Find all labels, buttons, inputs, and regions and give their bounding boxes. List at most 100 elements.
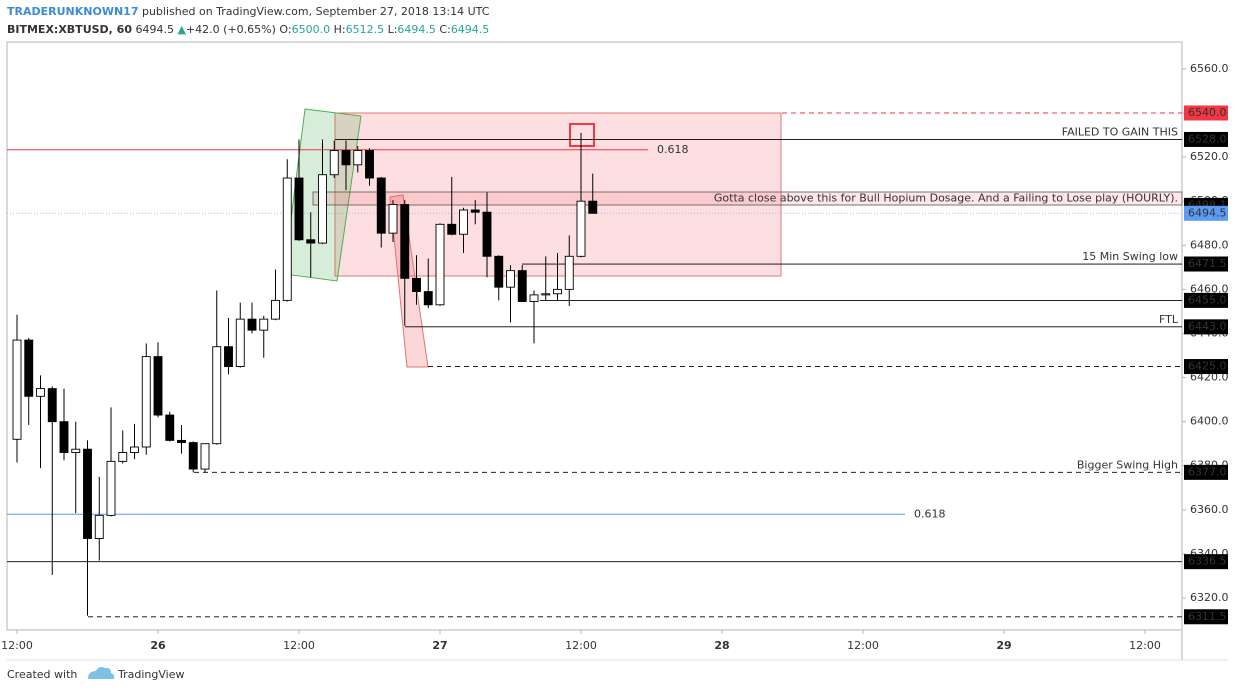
arrow: ▲ [178, 23, 187, 36]
fib-label: 0.618 [657, 143, 689, 156]
price-tag [1184, 131, 1228, 147]
candle-body [353, 150, 363, 166]
symbol: BITMEX:XBTUSD, 60 [7, 23, 132, 36]
candle-body [259, 318, 269, 331]
candle-body [412, 277, 421, 293]
candle-body [83, 448, 92, 539]
y-tick-label: 6520.0 [1190, 150, 1229, 163]
price-tag-label: 6471.5 [1188, 257, 1227, 270]
x-tick-label: 27 [432, 639, 447, 652]
h: 6512.5 [346, 23, 385, 36]
y-tick-label: 6400.0 [1190, 415, 1229, 428]
c-key: C: [439, 23, 450, 36]
price-tag [1184, 292, 1228, 308]
last: 6494.5 [136, 23, 175, 36]
o: 6500.0 [292, 23, 331, 36]
candle-body [212, 346, 222, 445]
candle-body [318, 174, 327, 244]
level-text: FAILED TO GAIN THIS [1062, 125, 1178, 138]
candle-body [341, 150, 351, 166]
x-tick-label: 12:00 [1129, 639, 1161, 652]
candle-body [365, 150, 374, 179]
o-key: O: [279, 23, 291, 36]
candle-body [235, 318, 245, 367]
candle-body [482, 211, 492, 257]
highlight-square [569, 123, 595, 147]
candle-body [165, 414, 175, 441]
price-tag [1184, 205, 1228, 221]
candle-body [447, 223, 457, 235]
footer-created: Created with [7, 668, 77, 681]
change: +42.0 (+0.65%) [186, 23, 276, 36]
level-text: Gotta close above this for Bull Hopium D… [714, 191, 1178, 204]
y-tick-label: 6460.0 [1190, 282, 1229, 295]
l: 6494.5 [397, 23, 436, 36]
header-line-2: BITMEX:XBTUSD, 60 6494.5 ▲+42.0 (+0.65%)… [7, 23, 489, 36]
candle-body [506, 270, 515, 288]
price-tag [1184, 256, 1228, 272]
price-tag [1184, 464, 1228, 480]
candle-body [541, 293, 551, 296]
x-tick-label: 12:00 [1, 639, 33, 652]
logo [88, 667, 115, 679]
l-key: L: [388, 23, 398, 36]
candle-body [200, 443, 210, 470]
candle-body [12, 339, 22, 440]
candle-body [388, 204, 398, 234]
candle-body [564, 255, 574, 290]
candle-body [188, 442, 198, 470]
price-tag-label: 6443.0 [1188, 320, 1227, 333]
candle-body [271, 299, 280, 320]
zone-rect [334, 112, 782, 277]
candle-body [47, 388, 57, 423]
price-tag [1184, 359, 1228, 375]
price-tag-label: 6494.5 [1188, 206, 1227, 219]
c: 6494.5 [451, 23, 490, 36]
candle-body [470, 209, 480, 213]
candle-body [106, 460, 116, 516]
x-tick-label: 26 [150, 639, 166, 652]
price-tag-label: 6425.0 [1188, 360, 1227, 373]
h-key: H: [334, 23, 346, 36]
candle-body [247, 318, 257, 331]
price-tag-label: 6311.5 [1188, 610, 1227, 623]
candle-body [36, 388, 45, 397]
candles [12, 132, 598, 616]
fib-label: 0.618 [914, 507, 946, 520]
x-tick-label: 12:00 [283, 639, 315, 652]
x-tick-label: 12:00 [847, 639, 879, 652]
candle-body [423, 291, 433, 306]
candle-body [306, 239, 316, 244]
author: TRADERUNKNOWN17 [7, 5, 138, 18]
close-box [312, 191, 1183, 206]
candle-body [329, 150, 339, 176]
candle-body [435, 223, 445, 306]
candle-body [118, 452, 128, 462]
candle-body [588, 200, 598, 214]
candle-body [459, 209, 468, 235]
y-tick-label: 6320.0 [1190, 591, 1229, 604]
candle-body [400, 204, 410, 279]
price-tag-label: 6528.0 [1188, 132, 1227, 145]
drawings [283, 108, 1183, 368]
candle-body [59, 421, 69, 453]
candle-body [130, 446, 139, 453]
candle-body [71, 448, 81, 453]
published: published on TradingView.com, September … [142, 5, 490, 18]
candle-body [376, 177, 386, 234]
y-tick-label: 6480.0 [1190, 238, 1229, 251]
candle-body [282, 177, 292, 301]
candle-body [24, 339, 34, 397]
candle-body [494, 255, 504, 288]
header-line-1: TRADERUNKNOWN17 published on TradingView… [7, 5, 490, 18]
price-tag [1184, 319, 1228, 335]
candle-body [141, 356, 151, 448]
level-text: 15 Min Swing low [1082, 250, 1178, 263]
level-text: Bigger Swing High [1077, 458, 1178, 471]
price-tag-label: 6336.5 [1188, 555, 1227, 568]
price-tag [1184, 554, 1228, 570]
candle-body [553, 288, 562, 295]
candle-body [94, 514, 104, 539]
